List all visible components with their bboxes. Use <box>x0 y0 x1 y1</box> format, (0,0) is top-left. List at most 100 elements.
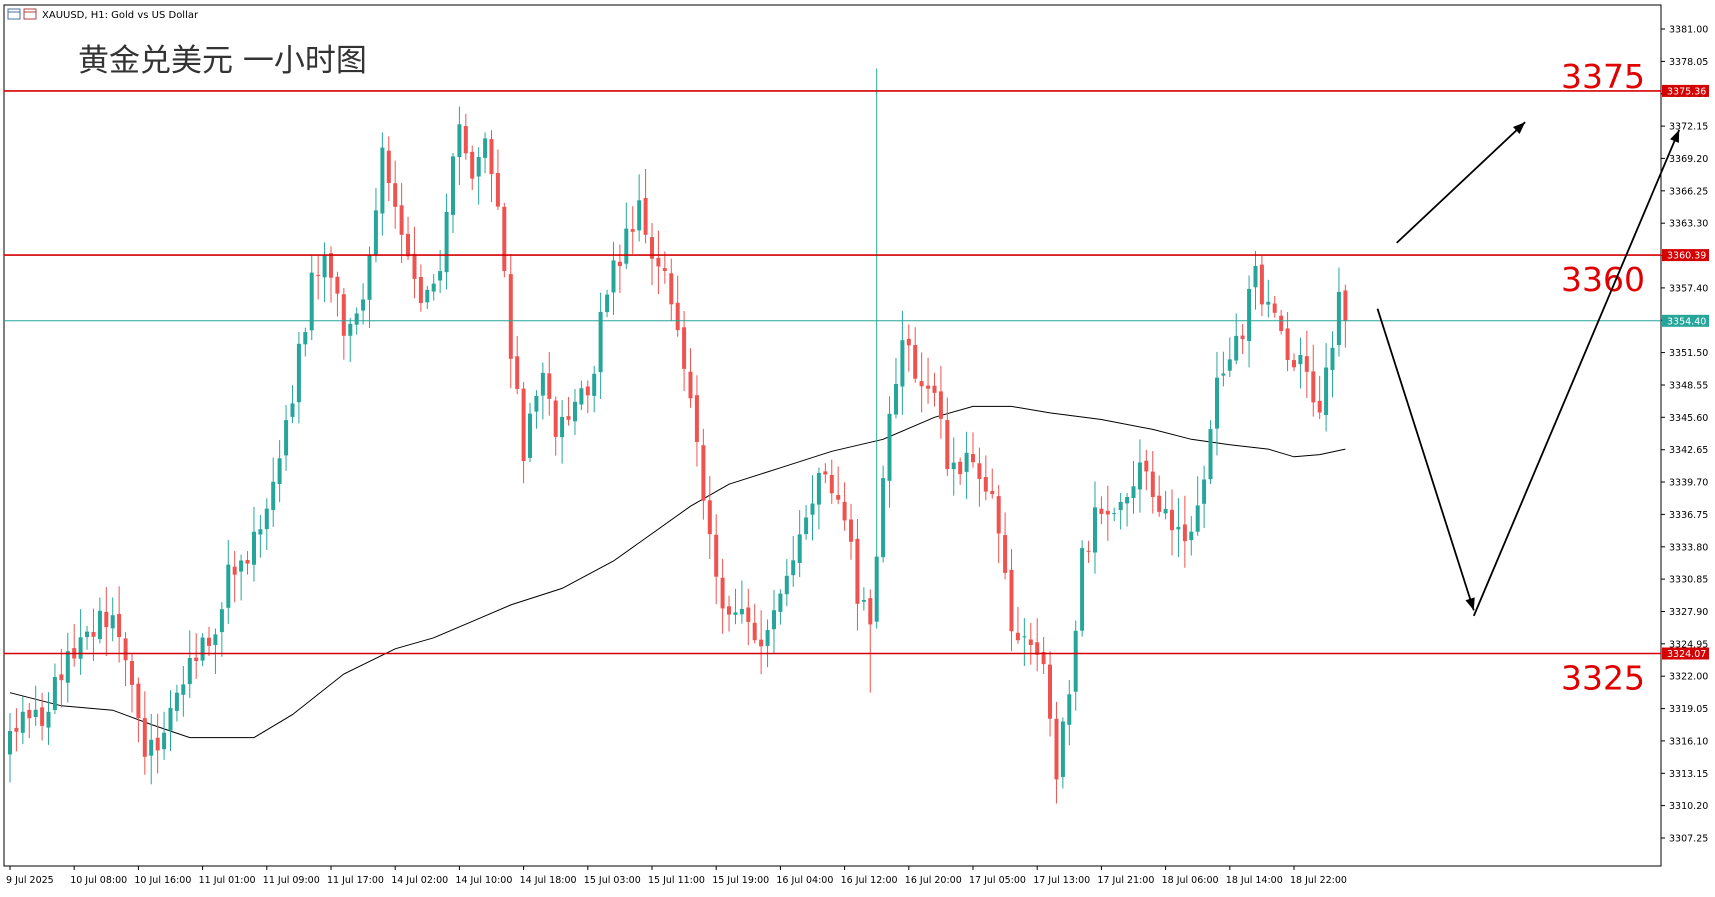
candle <box>97 597 102 644</box>
candle-body <box>669 273 674 305</box>
x-tick-label: 15 Jul 19:00 <box>712 875 769 886</box>
candle <box>1259 256 1264 317</box>
candle <box>560 400 565 464</box>
candle-body <box>1259 264 1264 305</box>
candle-body <box>8 731 12 755</box>
candle <box>322 242 327 302</box>
candle <box>868 589 873 693</box>
candle-body <box>1131 486 1136 498</box>
candle <box>996 485 1001 564</box>
candle <box>1182 495 1187 568</box>
candle-body <box>759 639 764 647</box>
candle <box>727 595 731 632</box>
candle <box>406 216 410 260</box>
y-tick-label: 3366.25 <box>1669 186 1708 197</box>
candle <box>913 327 918 383</box>
candle <box>418 264 423 312</box>
candle <box>386 136 391 202</box>
plot-frame <box>3 4 1662 867</box>
arrow-shaft <box>1376 308 1475 611</box>
candle-body <box>1015 632 1020 641</box>
candle-body <box>271 481 276 510</box>
candle <box>1028 623 1033 665</box>
candle <box>919 352 924 413</box>
candle-body <box>913 345 918 379</box>
candle <box>1285 312 1290 372</box>
candle <box>117 586 122 663</box>
candle <box>207 626 211 657</box>
candle <box>688 348 693 408</box>
candle <box>483 132 488 174</box>
candle <box>945 397 950 476</box>
candle-body <box>27 709 32 719</box>
y-tick-label: 3345.60 <box>1669 413 1708 424</box>
candle <box>361 283 366 325</box>
candle-body <box>1202 479 1207 504</box>
candle-body <box>1170 509 1174 531</box>
candle <box>399 183 404 264</box>
candle-body <box>650 237 654 259</box>
candle-body <box>1343 290 1348 321</box>
x-tick-label: 16 Jul 20:00 <box>905 875 962 886</box>
candle <box>887 396 892 508</box>
y-tick-label: 3322.00 <box>1669 672 1708 683</box>
candle <box>894 358 898 419</box>
candle-body <box>303 332 308 345</box>
candle-body <box>675 302 680 331</box>
candle-body <box>688 371 693 399</box>
candle-body <box>444 212 449 273</box>
candle-body <box>322 254 327 278</box>
candle-body <box>65 651 70 683</box>
candle <box>778 589 783 625</box>
candle <box>1324 343 1329 432</box>
candle <box>470 145 475 191</box>
candle <box>765 619 770 668</box>
candle-body <box>791 560 796 576</box>
candle <box>277 440 282 503</box>
candle-body <box>1163 508 1168 514</box>
candle-body <box>1022 636 1027 638</box>
candle-body <box>534 396 539 412</box>
candle <box>502 202 507 278</box>
candle <box>1105 485 1110 541</box>
candle-body <box>1048 664 1052 719</box>
candle <box>906 324 911 372</box>
candle <box>181 666 186 717</box>
candle-body <box>162 732 167 750</box>
x-tick-label: 16 Jul 04:00 <box>776 875 833 886</box>
candle-body <box>906 338 911 346</box>
candle <box>495 149 500 210</box>
candle-body <box>1125 497 1130 504</box>
candle-body <box>386 150 391 183</box>
candle <box>1266 279 1271 318</box>
candle-body <box>842 501 847 521</box>
candle-body <box>1099 508 1104 514</box>
candle <box>1195 476 1200 536</box>
y-tick-label: 3342.65 <box>1669 445 1708 456</box>
candle <box>829 459 834 504</box>
candle-body <box>553 400 558 437</box>
candle <box>701 428 706 520</box>
candle-body <box>200 637 205 661</box>
candle-body <box>264 508 269 530</box>
candle <box>1131 461 1136 514</box>
candle <box>1317 375 1322 419</box>
candle-body <box>207 637 211 646</box>
candle <box>489 130 494 203</box>
candle-body <box>258 529 263 535</box>
level-annotation: 3375 <box>1561 57 1645 96</box>
candle-body <box>1009 569 1014 632</box>
candle-body <box>174 692 179 711</box>
candle-body <box>515 356 520 389</box>
candle-body <box>130 661 134 685</box>
candle-body <box>611 260 616 293</box>
candle <box>669 258 674 321</box>
candle-body <box>739 608 744 615</box>
candle <box>842 482 847 531</box>
candle-body <box>502 206 507 271</box>
candle-body <box>662 268 667 271</box>
candle <box>823 463 828 484</box>
candle <box>252 506 256 582</box>
candle-body <box>804 517 809 535</box>
